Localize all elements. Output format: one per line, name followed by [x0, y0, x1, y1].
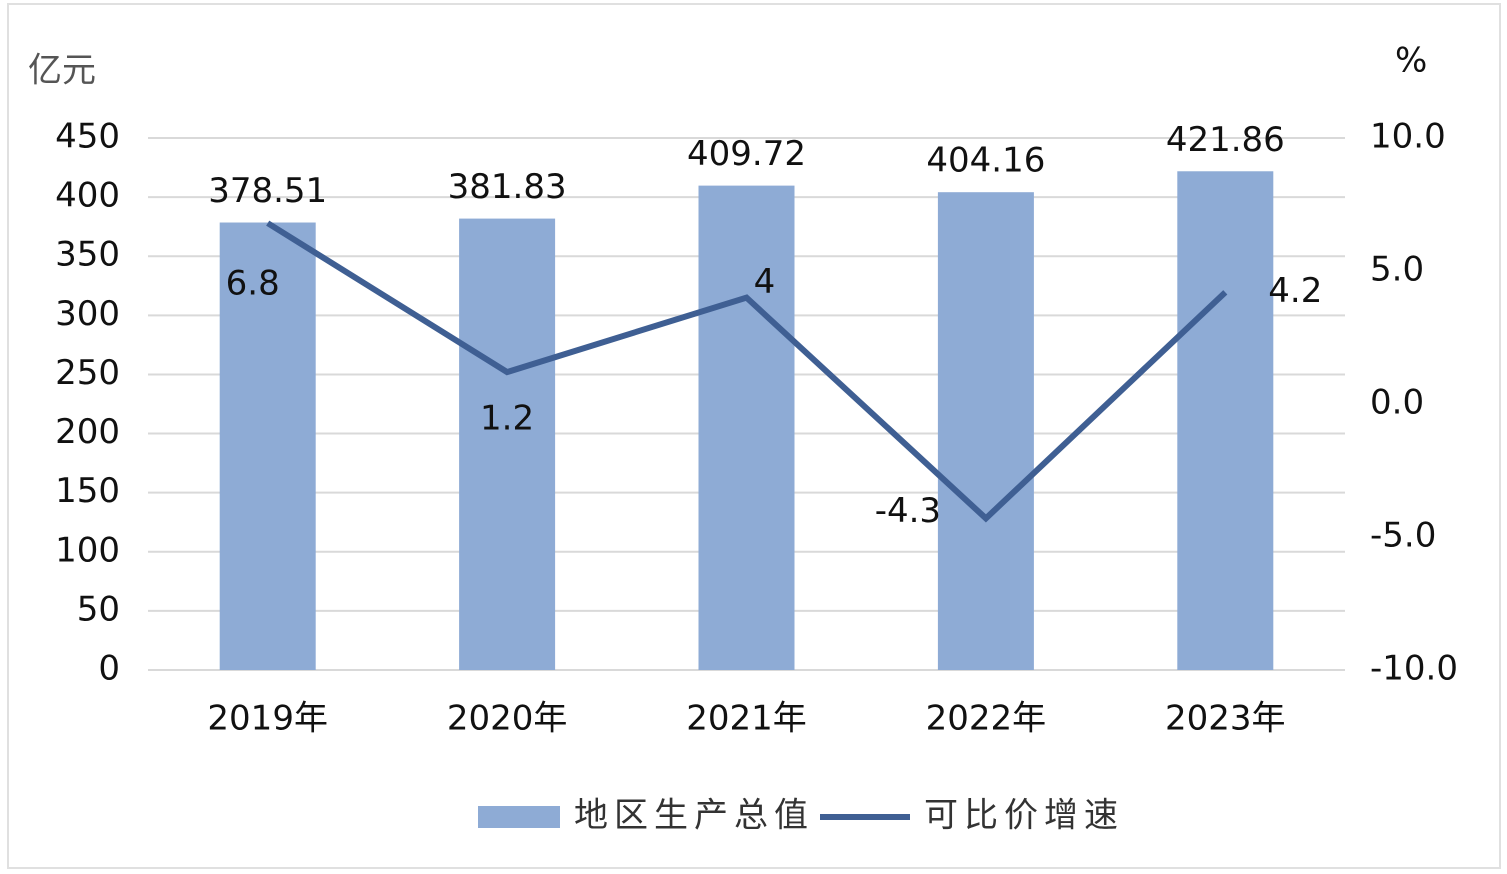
- bar-value-label: 409.72: [687, 134, 806, 174]
- legend-label: 地区生产总值: [574, 796, 814, 836]
- legend-label: 可比价增速: [924, 796, 1124, 836]
- y-tick-label: 0: [98, 649, 120, 689]
- y-tick-label: 200: [55, 412, 120, 452]
- legend-swatch: [478, 806, 560, 828]
- bar-value-label: 381.83: [448, 167, 567, 207]
- line-value-label: 4: [754, 262, 776, 302]
- bar-value-label: 378.51: [208, 171, 327, 211]
- bar: [1177, 171, 1274, 670]
- y-tick-label: 150: [55, 471, 120, 511]
- line-value-label: 6.8: [226, 264, 280, 304]
- y-tick-label: 100: [55, 530, 120, 570]
- bar: [698, 185, 795, 670]
- x-tick-label: 2023年: [1165, 699, 1286, 739]
- bar-value-label: 404.16: [926, 141, 1045, 181]
- y-axis-label: 亿元: [28, 51, 96, 91]
- line-value-label: 4.2: [1268, 271, 1322, 311]
- y2-tick-label: 0.0: [1370, 383, 1424, 423]
- y2-tick-label: 5.0: [1370, 250, 1424, 290]
- x-tick-label: 2021年: [686, 699, 807, 739]
- x-tick-label: 2019年: [207, 699, 328, 739]
- y-tick-label: 350: [55, 235, 120, 275]
- line: [266, 220, 1228, 523]
- y-tick-label: 450: [55, 117, 120, 157]
- y-tick-label: 250: [55, 353, 120, 393]
- line-value-label: 1.2: [480, 399, 534, 439]
- line-value-label: -4.3: [875, 491, 941, 531]
- y2-tick-label: -10.0: [1370, 649, 1458, 689]
- y2-tick-label: -5.0: [1370, 516, 1436, 556]
- bar: [219, 222, 316, 670]
- y-tick-label: 300: [55, 294, 120, 334]
- bar-value-label: 421.86: [1166, 120, 1285, 160]
- x-tick-label: 2022年: [926, 699, 1047, 739]
- y-tick-label: 50: [77, 589, 120, 629]
- y2-tick-label: 10.0: [1370, 117, 1446, 157]
- bar: [937, 192, 1034, 671]
- y-tick-label: 400: [55, 176, 120, 216]
- bar: [459, 218, 556, 670]
- x-tick-label: 2020年: [447, 699, 568, 739]
- y2-axis-label: %: [1395, 41, 1427, 81]
